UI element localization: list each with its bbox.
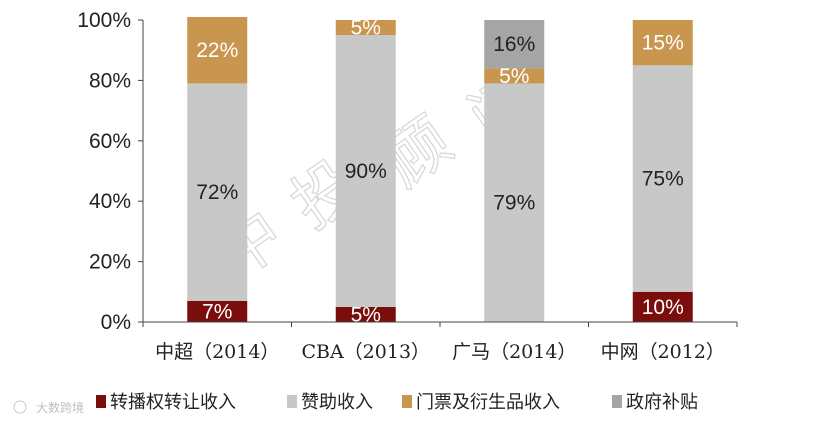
legend-label: 政府补贴 [626,392,698,413]
bar-segment [484,20,545,69]
corner-logo-icon [13,400,27,414]
y-tick-label: 100% [77,9,131,32]
legend-swatch [402,395,412,408]
data-label: 75% [642,168,684,191]
x-tick-label: CBA（2013） [301,341,430,363]
corner-mark-text: 大数跨境 [36,400,84,415]
bar-segment [484,83,545,322]
data-label: 90% [345,160,387,183]
data-label: 5% [499,65,529,88]
bar-segment [632,20,693,66]
x-tick-label: 中网（2012） [601,341,725,363]
x-tick-label: 广马（2014） [452,341,576,363]
legend-swatch [96,395,106,408]
data-label: 10% [642,296,684,319]
bar-segment [187,83,248,301]
data-label: 5% [351,17,381,40]
y-tick-label: 40% [89,190,131,213]
legend: 转播权转让收入 赞助收入 门票及衍生品收入 政府补贴 [96,392,698,413]
corner-mark: 大数跨境 [13,400,84,415]
legend-label: 赞助收入 [301,392,373,413]
legend-swatch [612,395,622,408]
bars-layer: 7%72%22%5%90%5%0%79%5%16%10%75%15% [187,17,693,327]
y-tick-label: 0% [101,311,131,334]
bar-segment [335,306,396,322]
legend-swatch [287,395,297,408]
data-label: 22% [196,39,238,62]
data-label: 79% [493,192,535,215]
bar-segment [632,291,693,322]
bar-segment [632,65,693,292]
y-tick-label: 60% [89,130,131,153]
data-label: 72% [196,181,238,204]
y-tick-label: 20% [89,251,131,274]
bar-segment [335,20,396,36]
y-tick-label: 80% [89,69,131,92]
axes-layer: 0% 20% 40% 60% 80% 100% 中超（2014） CBA（2013） 广马（20… [77,9,738,363]
data-label: 7% [202,300,232,323]
legend-label: 门票及衍生品收入 [416,392,560,413]
bar-segment [335,35,396,307]
x-tick-label: 中超（2014） [155,341,279,363]
bar-segment [187,16,248,84]
data-label: 16% [493,33,535,56]
bar-segment [484,68,545,84]
data-label: 5% [351,303,381,326]
bar-segment [187,300,248,322]
legend-label: 转播权转让收入 [110,392,236,413]
data-label: 15% [642,32,684,55]
